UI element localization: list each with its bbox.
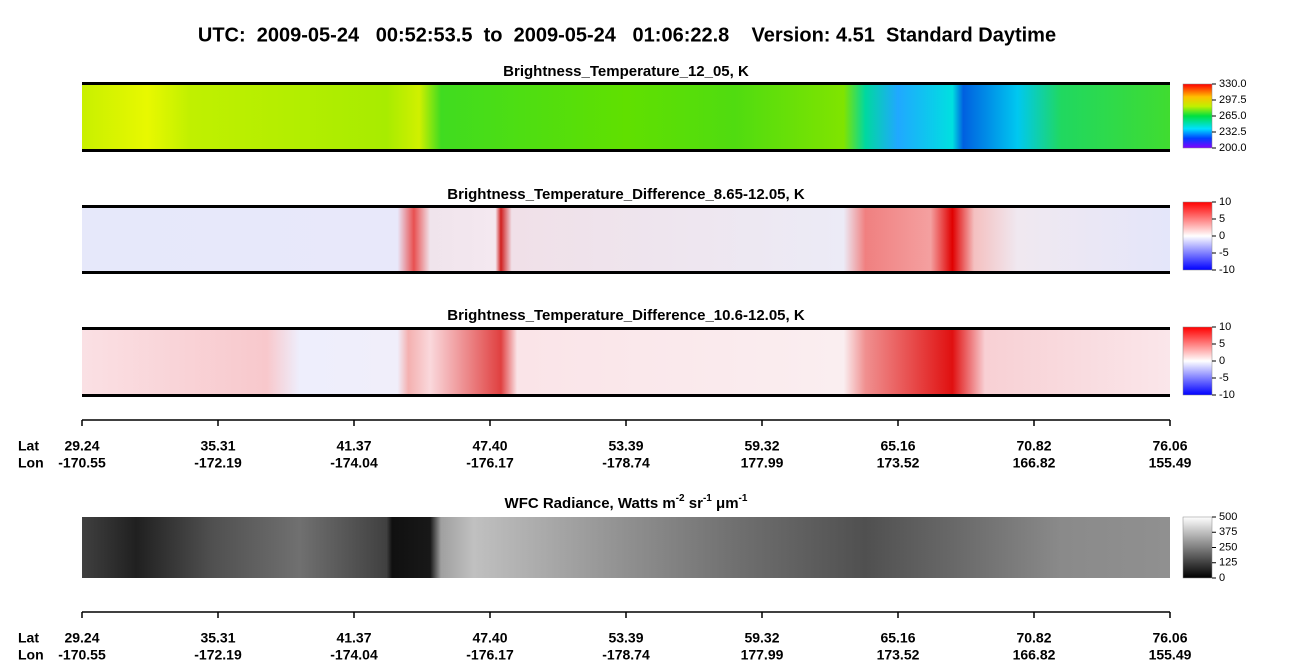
colorbar-label: 125 bbox=[1219, 557, 1237, 569]
lon-tick-label: -174.04 bbox=[330, 647, 378, 663]
lon-tick-label: -176.17 bbox=[466, 647, 514, 663]
title-part: -1 bbox=[739, 493, 748, 504]
lat-tick-label: 70.82 bbox=[1016, 438, 1051, 454]
lat-tick-label: 53.39 bbox=[608, 438, 643, 454]
lat-tick-label: 29.24 bbox=[64, 438, 99, 454]
colorbar-label: 250 bbox=[1219, 541, 1237, 553]
title-part: Brightness_Temperature_Difference_8.65-1… bbox=[447, 186, 805, 203]
lat-label: Lat bbox=[18, 438, 39, 454]
colorbar-label: 330.0 bbox=[1219, 78, 1247, 90]
lat-tick-label: 59.32 bbox=[744, 630, 779, 646]
lon-tick-label: 166.82 bbox=[1013, 455, 1056, 471]
colorbar bbox=[1182, 326, 1213, 396]
lon-tick-label: 166.82 bbox=[1013, 647, 1056, 663]
panel-title: Brightness_Temperature_12_05, K bbox=[503, 63, 749, 80]
lon-tick-label: -178.74 bbox=[602, 455, 650, 471]
colorbar-label: 5 bbox=[1219, 213, 1225, 225]
panel-border-top bbox=[82, 327, 1170, 330]
panel-border-top bbox=[82, 82, 1170, 85]
colorbar-label: 200.0 bbox=[1219, 142, 1247, 154]
colorbar-label: -10 bbox=[1219, 264, 1235, 276]
colorbar-label: 297.5 bbox=[1219, 94, 1247, 106]
lon-tick-label: 155.49 bbox=[1149, 455, 1192, 471]
image-panel bbox=[82, 84, 1170, 150]
colorbar-label: 232.5 bbox=[1219, 126, 1247, 138]
lon-tick-label: 177.99 bbox=[741, 647, 784, 663]
lat-tick-label: 65.16 bbox=[880, 630, 915, 646]
lon-tick-label: 155.49 bbox=[1149, 647, 1192, 663]
panel-title: Brightness_Temperature_Difference_8.65-1… bbox=[447, 186, 805, 203]
lon-label: Lon bbox=[18, 455, 44, 471]
panel-border-bottom bbox=[82, 394, 1170, 397]
title-part: WFC Radiance, Watts m bbox=[505, 495, 676, 512]
colorbar-label: 0 bbox=[1219, 230, 1225, 242]
lat-tick-label: 70.82 bbox=[1016, 630, 1051, 646]
image-panel bbox=[82, 329, 1170, 395]
panel-border-bottom bbox=[82, 271, 1170, 274]
colorbar-label: 10 bbox=[1219, 196, 1231, 208]
lon-tick-label: 177.99 bbox=[741, 455, 784, 471]
lat-tick-label: 76.06 bbox=[1152, 630, 1187, 646]
lon-tick-label: -176.17 bbox=[466, 455, 514, 471]
lat-tick-label: 65.16 bbox=[880, 438, 915, 454]
lon-tick-label: -178.74 bbox=[602, 647, 650, 663]
lat-tick-label: 41.37 bbox=[336, 438, 371, 454]
lon-tick-label: 173.52 bbox=[877, 647, 920, 663]
lat-tick-label: 76.06 bbox=[1152, 438, 1187, 454]
lon-tick-label: -172.19 bbox=[194, 455, 242, 471]
colorbar bbox=[1182, 83, 1213, 149]
lat-tick-label: 47.40 bbox=[472, 438, 507, 454]
colorbar-label: -5 bbox=[1219, 372, 1229, 384]
page-title: UTC: 2009-05-24 00:52:53.5 to 2009-05-24… bbox=[198, 24, 1056, 46]
lat-tick-label: 35.31 bbox=[200, 630, 235, 646]
image-panel bbox=[82, 517, 1170, 578]
title-part: -2 bbox=[676, 493, 685, 504]
colorbar-label: -10 bbox=[1219, 389, 1235, 401]
lon-tick-label: -170.55 bbox=[58, 647, 106, 663]
title-part: -1 bbox=[703, 493, 712, 504]
colorbar-label: 5 bbox=[1219, 338, 1225, 350]
image-panel bbox=[82, 207, 1170, 272]
title-part: Brightness_Temperature_Difference_10.6-1… bbox=[447, 307, 805, 324]
title-part: sr bbox=[685, 495, 704, 512]
colorbar-label: 10 bbox=[1219, 321, 1231, 333]
panel-title: WFC Radiance, Watts m-2 sr-1 μm-1 bbox=[505, 493, 748, 512]
colorbar-label: 375 bbox=[1219, 526, 1237, 538]
lon-tick-label: 173.52 bbox=[877, 455, 920, 471]
colorbar bbox=[1182, 201, 1213, 271]
lat-tick-label: 41.37 bbox=[336, 630, 371, 646]
lat-tick-label: 29.24 bbox=[64, 630, 99, 646]
colorbar-label: 0 bbox=[1219, 355, 1225, 367]
title-part: Brightness_Temperature_12_05, K bbox=[503, 63, 749, 80]
panel-title: Brightness_Temperature_Difference_10.6-1… bbox=[447, 307, 805, 324]
colorbar-label: 265.0 bbox=[1219, 110, 1247, 122]
title-part: μ bbox=[712, 495, 725, 512]
colorbar bbox=[1182, 516, 1213, 579]
panel-border-top bbox=[82, 205, 1170, 208]
colorbar-label: -5 bbox=[1219, 247, 1229, 259]
lon-label: Lon bbox=[18, 647, 44, 663]
colorbar-label: 0 bbox=[1219, 572, 1225, 584]
colorbar-label: 500 bbox=[1219, 511, 1237, 523]
lon-tick-label: -170.55 bbox=[58, 455, 106, 471]
title-part: m bbox=[725, 495, 738, 512]
lat-label: Lat bbox=[18, 630, 39, 646]
lat-tick-label: 47.40 bbox=[472, 630, 507, 646]
lon-tick-label: -174.04 bbox=[330, 455, 378, 471]
lon-tick-label: -172.19 bbox=[194, 647, 242, 663]
lat-tick-label: 59.32 bbox=[744, 438, 779, 454]
panel-border-bottom bbox=[82, 149, 1170, 152]
lat-tick-label: 53.39 bbox=[608, 630, 643, 646]
lat-tick-label: 35.31 bbox=[200, 438, 235, 454]
